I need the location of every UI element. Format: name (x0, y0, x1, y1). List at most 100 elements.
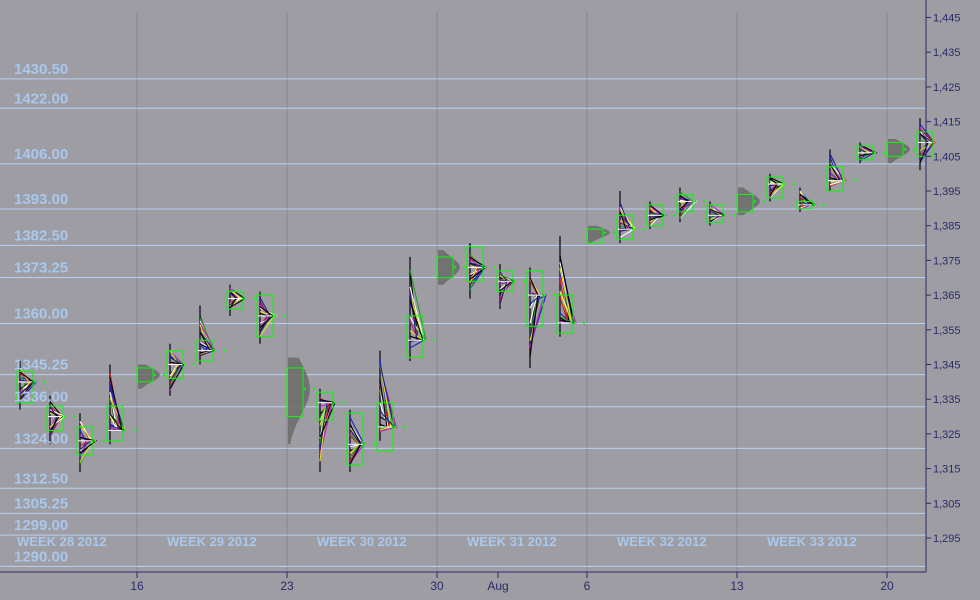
profile-session (16, 361, 37, 410)
y-tick-label: 1,355 (933, 325, 961, 337)
poc-connector-dot (754, 200, 756, 203)
x-tick-label: Aug (487, 579, 508, 593)
price-level-label: 1312.50 (14, 470, 68, 487)
poc-connector-dot (244, 297, 246, 300)
poc-connector-dot (724, 214, 726, 217)
poc-connector-dot (574, 321, 576, 324)
poc-connector-dot (43, 380, 45, 383)
poc-connector-dot (73, 415, 75, 418)
value-area-box (766, 176, 784, 199)
value-area-box (826, 166, 844, 192)
price-level-label: 1430.50 (14, 61, 68, 78)
poc-connector-dot (334, 401, 336, 404)
poc-connector-dot (604, 231, 606, 234)
poc-connector-dot (514, 280, 516, 283)
value-area-box (706, 204, 724, 223)
price-level-label: 1422.00 (14, 90, 68, 107)
y-axis: 1,295 1,305 1,315 1,325 1,335 1,345 1,355 1,365… (926, 13, 961, 545)
volume-histogram (588, 225, 610, 244)
poc-connector-dot (253, 297, 255, 300)
poc-connector-dot (304, 387, 306, 390)
y-tick-label: 1,415 (933, 117, 961, 129)
poc-connector-dot (874, 151, 876, 154)
y-tick-label: 1,295 (933, 533, 961, 545)
price-level-label: 1345.25 (14, 357, 68, 374)
value-area-box (16, 370, 34, 404)
value-area-box (166, 350, 184, 379)
x-tick-label: 16 (130, 579, 144, 593)
poc-connector-dot (313, 387, 315, 390)
poc-connector-dot (613, 231, 615, 234)
poc-connector-dot (283, 314, 285, 317)
poc-connector-dot (463, 266, 465, 269)
profile-session (46, 395, 67, 445)
volume-histogram (438, 249, 460, 285)
y-tick-label: 1,385 (933, 221, 961, 233)
value-area-box (106, 405, 124, 442)
profile-session (526, 267, 547, 368)
poc-connector-dot (103, 439, 105, 442)
poc-connector-dot (163, 373, 165, 376)
price-level-label: 1382.50 (14, 227, 68, 244)
value-area-box (496, 270, 514, 293)
value-area-box (226, 291, 244, 310)
poc-connector-dot (814, 203, 816, 206)
poc-connector-dot (343, 401, 345, 404)
poc-connector-dot (274, 314, 276, 317)
price-level-gridlines (0, 78, 926, 567)
price-level-labels: 1430.50 1422.00 1406.00 1393.00 1382.50 1373.… (14, 61, 68, 566)
profile-session (736, 187, 760, 216)
poc-connector-dot (883, 151, 885, 154)
poc-connector-dot (214, 349, 216, 352)
profile-session (646, 201, 668, 230)
value-area-box (556, 294, 574, 334)
week-label: WEEK 30 2012 (317, 534, 407, 549)
poc-connector-dot (424, 339, 426, 342)
plot-background (0, 0, 926, 572)
value-area-box (586, 228, 604, 244)
profile-session (916, 118, 936, 171)
poc-connector-dot (544, 294, 546, 297)
y-tick-label: 1,375 (933, 255, 961, 267)
profile-session (706, 201, 727, 226)
poc-connector-dot (34, 380, 36, 383)
profile-sessions (16, 118, 936, 473)
price-level-label: 1336.00 (14, 389, 68, 406)
value-area-box (856, 145, 874, 161)
poc-connector-dot (583, 321, 585, 324)
poc-connector-dot (844, 179, 846, 182)
y-tick-label: 1,425 (933, 82, 961, 94)
profile-session (586, 225, 610, 244)
week-label: WEEK 31 2012 (467, 534, 557, 549)
x-tick-label: 23 (280, 579, 294, 593)
profile-session (286, 357, 310, 445)
y-tick-label: 1,305 (933, 498, 961, 510)
poc-connector-dot (904, 148, 906, 151)
poc-connector-dot (823, 203, 825, 206)
y-tick-label: 1,435 (933, 47, 961, 59)
profile-session (886, 138, 910, 164)
volume-histogram (288, 357, 310, 445)
price-level-label: 1373.25 (14, 259, 68, 276)
volume-histogram (138, 364, 160, 389)
poc-connector-dot (373, 443, 375, 446)
poc-connector-dot (853, 179, 855, 182)
value-area-box (376, 402, 394, 452)
y-axis-background (926, 0, 980, 572)
poc-connector-dot (364, 443, 366, 446)
profile-session (466, 243, 488, 299)
poc-connector-dot (484, 266, 486, 269)
week-label: WEEK 28 2012 (17, 534, 107, 549)
price-level-label: 1290.00 (14, 548, 68, 565)
poc-connector-dot (523, 280, 525, 283)
y-tick-label: 1,335 (933, 394, 961, 406)
price-level-label: 1360.00 (14, 305, 68, 322)
poc-connector-dot (154, 373, 156, 376)
value-area-box (256, 294, 274, 338)
poc-connector-dot (913, 148, 915, 151)
value-area-box (616, 214, 634, 241)
y-tick-label: 1,315 (933, 464, 961, 476)
poc-connector-dot (454, 266, 456, 269)
profile-session (316, 388, 336, 473)
profile-session (346, 409, 365, 473)
